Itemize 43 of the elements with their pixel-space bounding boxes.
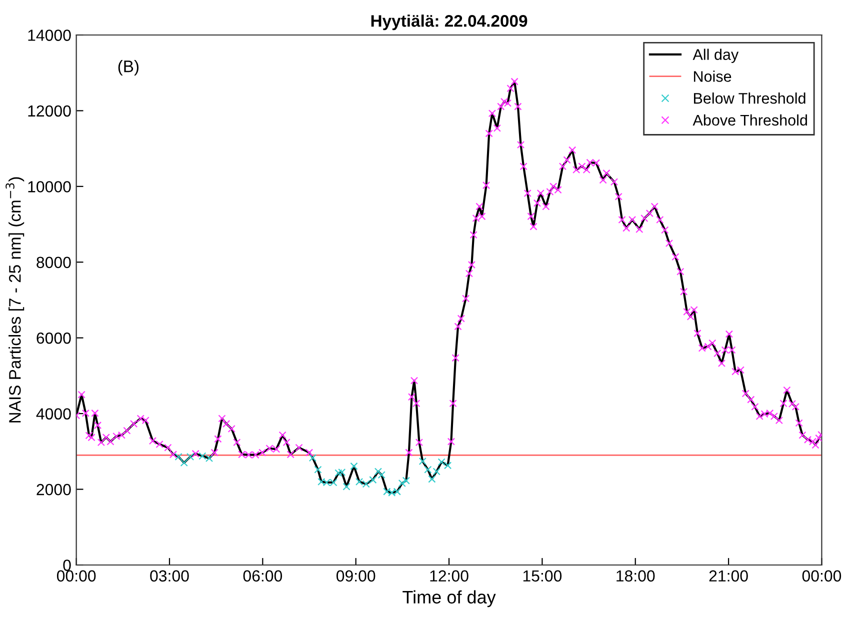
x-tick-label: 00:00	[56, 570, 96, 582]
x-tick-label: 21:00	[709, 570, 748, 582]
x-tick-label: 06:00	[243, 570, 282, 582]
point	[186, 452, 194, 461]
y-tick-label: 0	[63, 560, 71, 571]
point	[369, 476, 377, 484]
y-tick-label: 12000	[28, 105, 71, 117]
y-tick-label: 14000	[28, 30, 71, 41]
point	[308, 454, 316, 462]
y-tick-label: 8000	[36, 256, 71, 268]
point	[180, 458, 188, 467]
point	[342, 482, 350, 490]
x-tick-label: 18:00	[616, 570, 655, 582]
point	[350, 462, 358, 470]
point	[398, 479, 406, 488]
point	[428, 475, 436, 483]
point	[334, 469, 342, 477]
x-tick-label: 12:00	[430, 570, 468, 582]
point	[444, 462, 452, 470]
point	[378, 471, 386, 479]
x-tick-label: 15:00	[523, 570, 562, 582]
y-tick-label: 2000	[36, 484, 71, 496]
legend-label: All day	[692, 48, 739, 63]
x-tick-label: 03:00	[150, 570, 189, 582]
x-tick-label: 00:00	[802, 570, 842, 582]
legend-label: Below Threshold	[694, 92, 806, 104]
x-axis-title: Time of day	[402, 590, 496, 608]
point	[314, 466, 322, 474]
legend-label: Noise	[694, 70, 732, 82]
point	[438, 458, 446, 466]
x-tick-label: 09:00	[336, 570, 376, 582]
point	[338, 468, 346, 476]
point	[402, 476, 410, 484]
point	[418, 457, 426, 466]
point	[174, 452, 182, 461]
annotation: (B)	[118, 60, 138, 76]
chart-title: Hyytiälä: 22.04.2009	[371, 14, 528, 30]
y-axis-title: NAIS Particles [7 - 25 nm] (cm$^{−3}$)	[6, 177, 24, 422]
legend-label: Above Threshold	[692, 114, 807, 126]
y-tick-label: 6000	[36, 332, 71, 344]
y-tick-label: 10000	[28, 181, 71, 192]
y-tick-label: 4000	[36, 408, 71, 420]
point	[374, 468, 382, 476]
